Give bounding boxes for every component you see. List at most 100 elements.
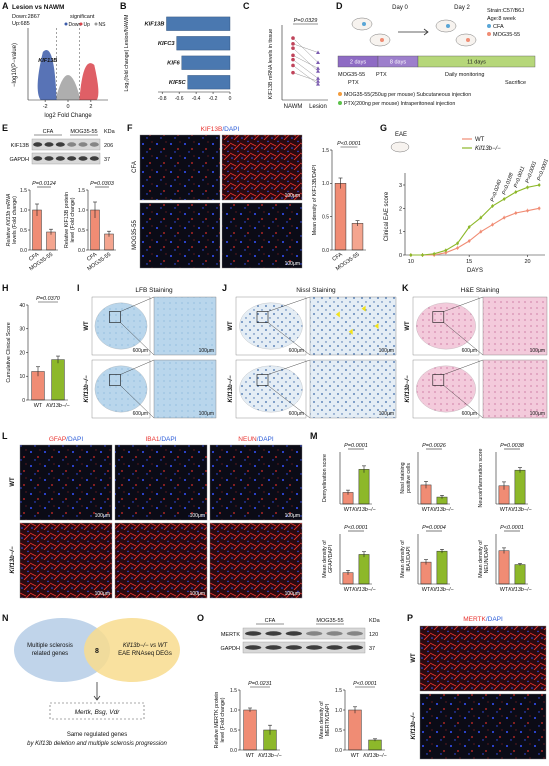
zoom-box xyxy=(432,374,445,386)
y-tick-label: 1.5 xyxy=(335,688,342,694)
point xyxy=(491,223,494,226)
panel-label: E xyxy=(2,123,8,133)
y-axis-label: Demyelination score xyxy=(322,454,328,502)
venn-label: EAE RNAseq DEGs xyxy=(118,651,172,657)
category-label: CFA xyxy=(28,252,40,263)
blot-band xyxy=(326,645,343,650)
stain-part: IBA1 xyxy=(145,436,159,443)
zoom-line xyxy=(120,359,155,375)
x-axis-label: log2 Fold Change xyxy=(44,113,92,119)
legend-title: significant xyxy=(70,14,95,20)
point xyxy=(316,82,320,86)
overlap-count: 8 xyxy=(95,648,99,655)
y-tick-label: 0 xyxy=(399,253,402,259)
band-size: 120 xyxy=(369,632,378,638)
y-tick-label: 1.5 xyxy=(78,188,85,194)
legend-dot xyxy=(487,24,491,28)
point xyxy=(291,46,295,50)
y-axis-label: level (Fold change) xyxy=(220,697,226,742)
zoom-box xyxy=(109,374,121,386)
category-label: KIFC3 xyxy=(158,41,176,47)
pair-line xyxy=(292,59,319,79)
y-axis-label: Mean density of xyxy=(478,540,484,578)
p-value: P=0.0011 xyxy=(513,166,526,189)
band-size: 37 xyxy=(104,157,110,163)
category-label: WT xyxy=(351,753,360,759)
y-tick-label: 1.0 xyxy=(230,708,237,714)
zoom-line xyxy=(443,385,484,419)
blot-band xyxy=(306,631,323,636)
blot-band xyxy=(33,142,43,147)
zoom-line xyxy=(120,385,155,419)
panel-label: O xyxy=(197,613,204,623)
y-axis-label: −log10(P−value) xyxy=(12,43,18,87)
panel-label: F xyxy=(127,123,133,133)
legend-label: MOG35-55 xyxy=(493,32,520,38)
row-label: WT xyxy=(10,477,16,487)
blot-band xyxy=(33,156,43,161)
gene-label: KIF13B xyxy=(38,58,57,64)
panel-label: J xyxy=(222,283,227,293)
p-value: P=0.0038 xyxy=(500,443,525,449)
stain-part: MERTK xyxy=(463,616,486,623)
blot-band xyxy=(89,142,99,147)
count-label: Down:2867 xyxy=(12,14,40,20)
timeline-label: 2 days xyxy=(350,60,366,66)
band-label: GAPDH xyxy=(220,646,240,652)
zoom-line xyxy=(267,359,311,375)
point xyxy=(526,186,529,189)
zoom-line xyxy=(120,322,155,356)
legend-label: WT xyxy=(475,137,485,143)
point xyxy=(526,209,529,212)
point xyxy=(456,246,459,250)
arrow-marker xyxy=(361,305,366,312)
blot-band xyxy=(55,156,65,161)
p-value: P=0.0231 xyxy=(248,681,272,687)
y-tick-label: 1.5 xyxy=(20,188,27,194)
point xyxy=(291,70,295,75)
timeline-label: 11 days xyxy=(467,60,486,66)
zoom-box xyxy=(109,311,121,323)
x-tick-label: 2 xyxy=(89,104,92,110)
zoom-image xyxy=(482,359,548,419)
zoom-line xyxy=(443,359,484,375)
y-tick-label: 20 xyxy=(19,350,25,356)
legend-label: CFA xyxy=(493,24,504,30)
y-tick-label: 2 xyxy=(399,206,402,212)
legend-dot xyxy=(487,32,491,36)
row-label: Kif13b−/− xyxy=(405,375,411,403)
scale-label: 600μm xyxy=(133,411,148,417)
x-tick-label: -0.2 xyxy=(209,96,218,102)
y-axis-label: Relative Kif13b mRNA xyxy=(6,193,12,246)
blot-band xyxy=(285,631,302,636)
stain-part: /DAPI xyxy=(66,436,83,443)
y-tick-label: 0 xyxy=(22,398,25,404)
blot-band xyxy=(44,142,54,147)
category-label: Kif13b−/− xyxy=(430,587,454,593)
p-value: P=0.0240 xyxy=(490,179,503,203)
series-line xyxy=(410,207,540,256)
legend-label: Down xyxy=(69,22,82,28)
point xyxy=(479,230,483,233)
day-label: Day 2 xyxy=(454,5,470,11)
group-label: CFA xyxy=(265,618,276,624)
row-label: MOG35-55 xyxy=(132,220,138,250)
micrograph xyxy=(114,522,208,599)
row-label: WT xyxy=(228,321,234,331)
zoom-image xyxy=(153,359,217,419)
p-value: P=0.0303 xyxy=(90,181,115,187)
point xyxy=(316,60,320,65)
y-tick-label: 40 xyxy=(19,303,25,309)
point xyxy=(316,79,320,83)
legend-label: NS xyxy=(99,22,107,28)
y-tick-label: 0.5 xyxy=(230,728,237,734)
zoom-image xyxy=(153,296,217,356)
y-axis-label: levels (Fold change) xyxy=(12,196,18,244)
row-label: WT xyxy=(84,321,90,331)
legend-label: Up xyxy=(84,22,91,28)
legend-dot xyxy=(79,22,83,26)
blot-band xyxy=(55,142,65,147)
arrow-marker xyxy=(374,323,379,329)
category-label: WT xyxy=(34,403,43,409)
band-label: KIF13B xyxy=(11,143,30,149)
